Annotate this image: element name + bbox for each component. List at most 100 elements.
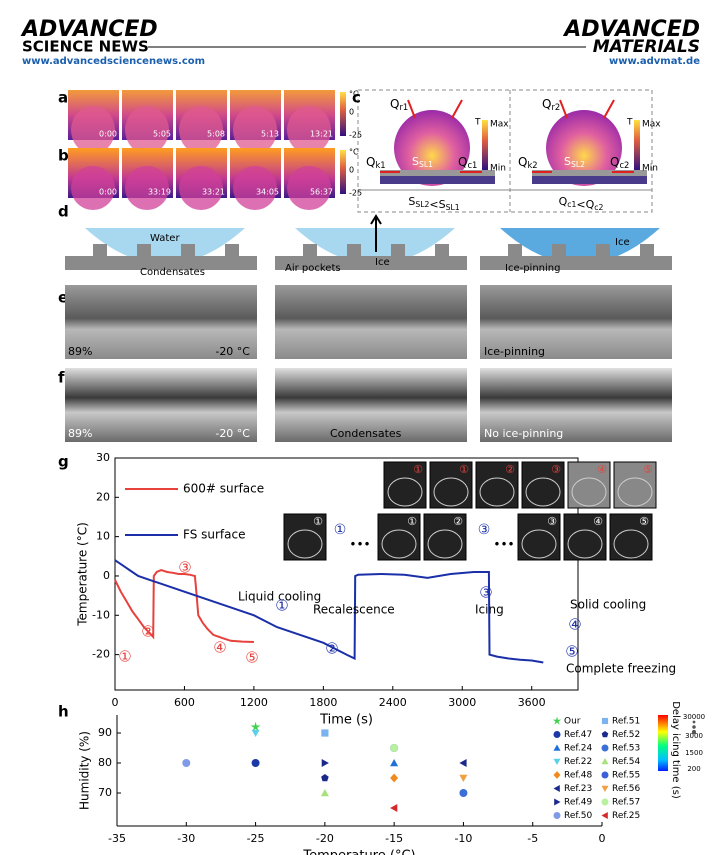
legend-label: Ref.56 [612,784,640,794]
inset-drop [387,477,423,507]
panel-label: d [58,203,69,221]
y-axis-label: Temperature (°C) [76,522,90,627]
max-label: Max [642,120,661,130]
x-axis-label: Time (s) [319,713,373,728]
time-label: 5:05 [153,130,171,139]
compare-main: Q [559,195,568,208]
droplet [287,166,331,210]
time-label: 33:19 [148,188,171,197]
panel-d-label: Water [150,233,180,244]
point [321,759,329,767]
scale-label: -25 [349,189,362,198]
panel-c-box [357,89,653,213]
time-label: 5:13 [261,130,279,139]
annotation: Icing [475,603,504,617]
dots: ••• [349,538,370,552]
x-tick-label: -35 [108,832,126,845]
legend-label: Ref.22 [564,757,592,767]
y-tick-label: 30 [96,451,110,464]
point [459,789,468,797]
x-tick-label: -25 [247,832,265,845]
q-r: Qr1 [390,97,408,112]
legend-marker [601,771,609,779]
x-tick-label: -5 [527,832,538,845]
panel-d-label: Air pockets [285,263,341,274]
size-key [692,725,696,729]
legend-label: Ref.55 [612,771,640,781]
compare-sub: SL2 [415,200,429,209]
x-tick-label: 2400 [379,696,407,709]
colorbar-tick: 1500 [685,749,703,757]
x-tick-label: 1800 [309,696,337,709]
legend-marker [601,758,609,765]
compare-main: <S [429,198,445,211]
q-k-sub: k2 [527,160,537,170]
label: Ice-pinning [484,345,545,358]
q-c-main: Q [610,155,619,169]
y-tick-label: 70 [98,786,112,799]
micrograph [480,368,672,442]
scale-label: °C [349,90,359,99]
label: -20 °C [215,427,250,440]
micrograph [65,285,257,359]
legend-label: Ref.51 [612,717,640,727]
inset-label: ④ [593,515,603,528]
label: 89% [68,427,92,440]
min-label: Min [642,164,658,174]
x-axis-label: Temperature (°C) [302,849,415,855]
legend-marker [601,731,609,738]
x-tick-label: 600 [174,696,195,709]
legend-label: Ref.50 [564,811,592,821]
panel-label: f [58,369,65,387]
colorbar [658,715,668,771]
q-k-main: Q [366,155,375,169]
substrate [532,176,647,184]
colorbar [340,92,346,136]
compare-main: S [408,195,415,208]
series-line [114,559,544,664]
panel-label: c [352,89,361,107]
plot-frame [114,457,579,691]
panel-d-label: Condensates [140,267,205,278]
scale-label: 0 [349,166,354,175]
panel-label: b [58,147,69,165]
panel-label: h [58,703,69,721]
legend-label: Ref.52 [612,730,640,740]
q-c-sub: c2 [619,160,629,170]
legend-label: Ref.24 [564,744,592,754]
url: www.advancedsciencenews.com [22,56,205,67]
q-c: Qc1 [458,155,477,170]
max-label: Max [490,120,509,130]
legend-marker [601,717,609,725]
micrograph [480,285,672,359]
x-tick-label: -15 [385,832,403,845]
inset-label: ① [407,515,417,528]
substrate-top [380,170,495,176]
inset-drop [479,477,515,507]
legend-marker [553,812,561,819]
point [459,774,468,782]
dots: ••• [493,538,514,552]
ssl-main: S [412,155,419,168]
time-label: 0:00 [99,130,117,139]
legend-label: Ref.25 [612,811,640,821]
point [321,729,329,737]
label: 89% [68,345,92,358]
temp-bar [634,120,640,170]
q-k-sub: k1 [375,160,385,170]
time-label: 13:21 [310,130,333,139]
inset-drop [617,477,653,507]
time-label: 56:37 [310,188,333,197]
x-tick-label: -30 [177,832,195,845]
marker-label: ① [275,597,288,615]
droplet [287,106,331,154]
annotation: Recalescence [313,603,395,617]
x-tick-label: 3600 [518,696,546,709]
inset-drop [567,529,603,559]
panel-d-label: Ice [615,237,630,248]
inset-label: ⑤ [643,463,653,476]
point [390,804,398,812]
micrograph [65,368,257,442]
ssl: SSL2 [564,155,585,169]
x-tick-label: 0 [112,696,119,709]
